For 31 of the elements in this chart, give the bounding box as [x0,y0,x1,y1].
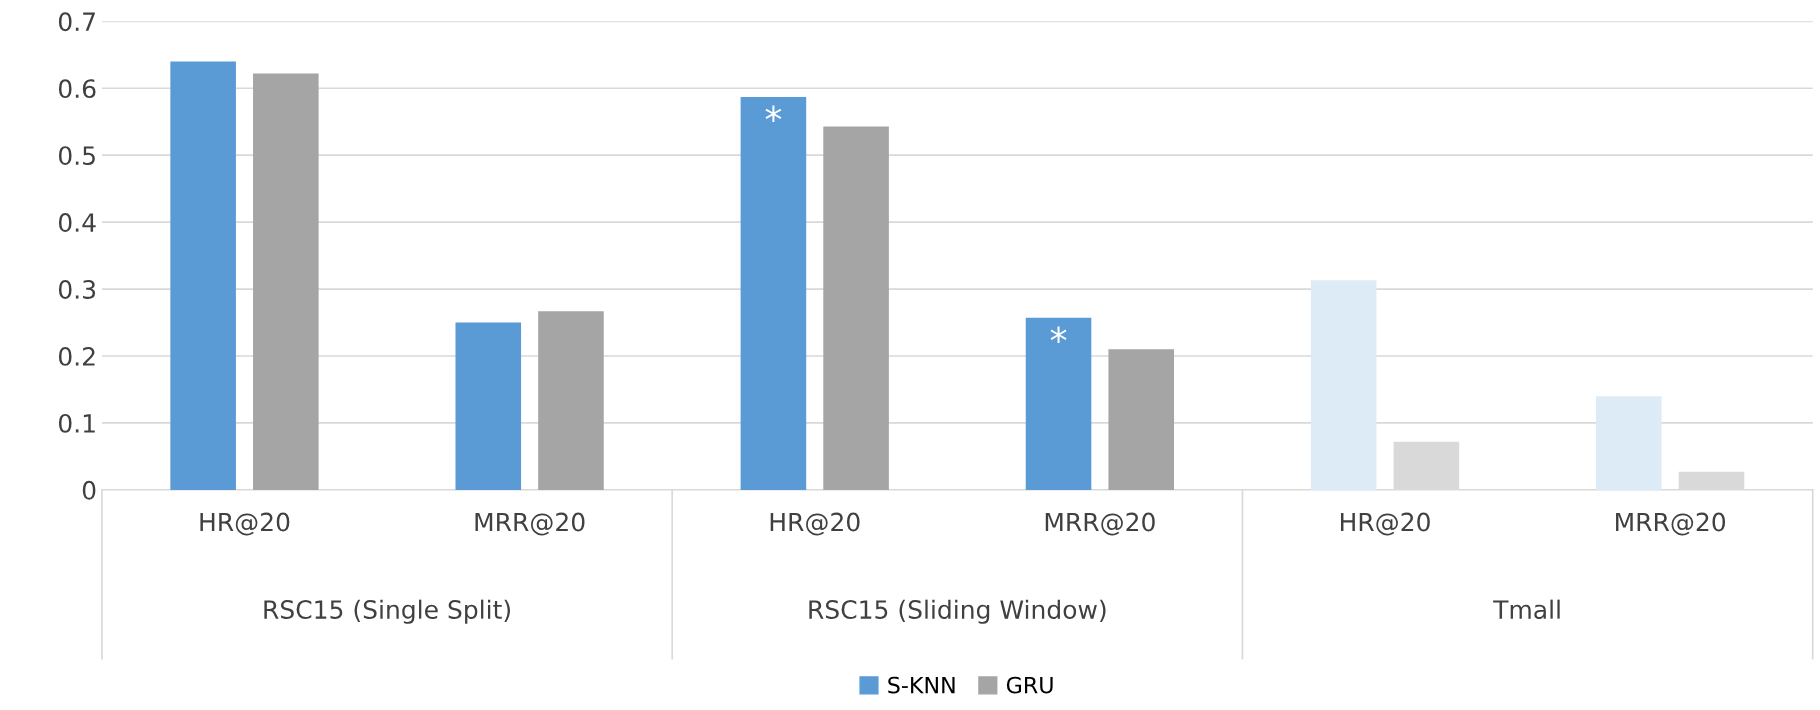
bar [1025,317,1092,490]
x-tick-label: HR@20 [200,512,290,536]
bar [1596,396,1662,490]
x-tick-label: HR@20 [1340,512,1430,536]
y-tick-label: 0 [82,480,96,500]
text: RSC15 (Single Split) [264,599,510,624]
y-tick-label: 0.7 [58,12,95,32]
legend-label: S-KNN [888,676,955,694]
x-tick-label: MRR@20 [475,512,585,536]
bar [170,61,236,490]
text: Tmall [1493,599,1560,619]
x-tick-label: MRR@20 [1616,512,1726,536]
y-tick-label: 0.6 [58,79,96,99]
bar [1310,280,1377,490]
y-tick-label: 0.2 [58,346,95,366]
legend-label: GRU [1006,676,1053,694]
bar [455,322,522,490]
bar [538,311,604,490]
bar [253,73,319,490]
x-tick-label: HR@20 [770,512,860,536]
data-label: * [1050,326,1067,343]
y-tick-label: 0.3 [58,280,96,299]
data-label: * [765,105,782,123]
bar [740,96,807,490]
bar [1108,349,1175,490]
text: RSC15 (Sliding Window) [809,599,1106,624]
x-tick-label: MRR@20 [1045,512,1155,536]
bar [823,126,889,490]
y-tick-label: 0.5 [58,146,95,166]
y-tick-label: 0.1 [58,413,95,433]
y-tick-label: 0.4 [58,213,96,232]
